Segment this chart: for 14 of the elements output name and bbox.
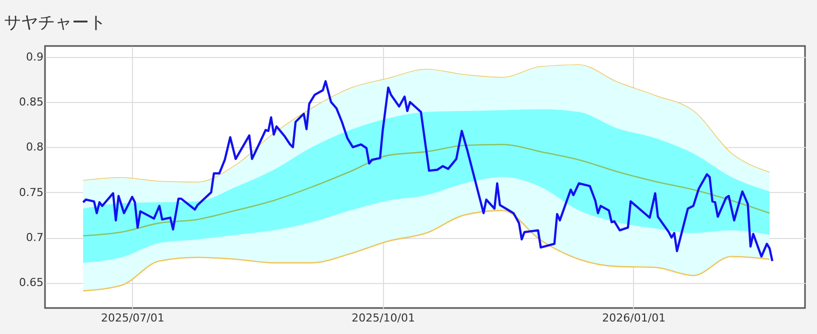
x-tick-label: 2025/10/01 [352, 312, 415, 324]
x-tick-label: 2026/01/01 [602, 312, 666, 324]
y-tick-label: 0.7 [26, 231, 44, 244]
y-tick-label: 0.9 [26, 50, 44, 64]
line-series [82, 80, 774, 262]
y-tick-label: 0.75 [19, 186, 44, 199]
x-tick-label: 2025/07/01 [100, 312, 164, 324]
line-series [82, 64, 770, 184]
y-tick-label: 0.85 [19, 96, 44, 109]
line-series [82, 210, 770, 292]
y-tick-label: 0.8 [26, 140, 44, 154]
line-series [82, 144, 770, 236]
chart-title: サヤチャート [4, 13, 106, 33]
y-tick-label: 0.65 [19, 276, 44, 290]
